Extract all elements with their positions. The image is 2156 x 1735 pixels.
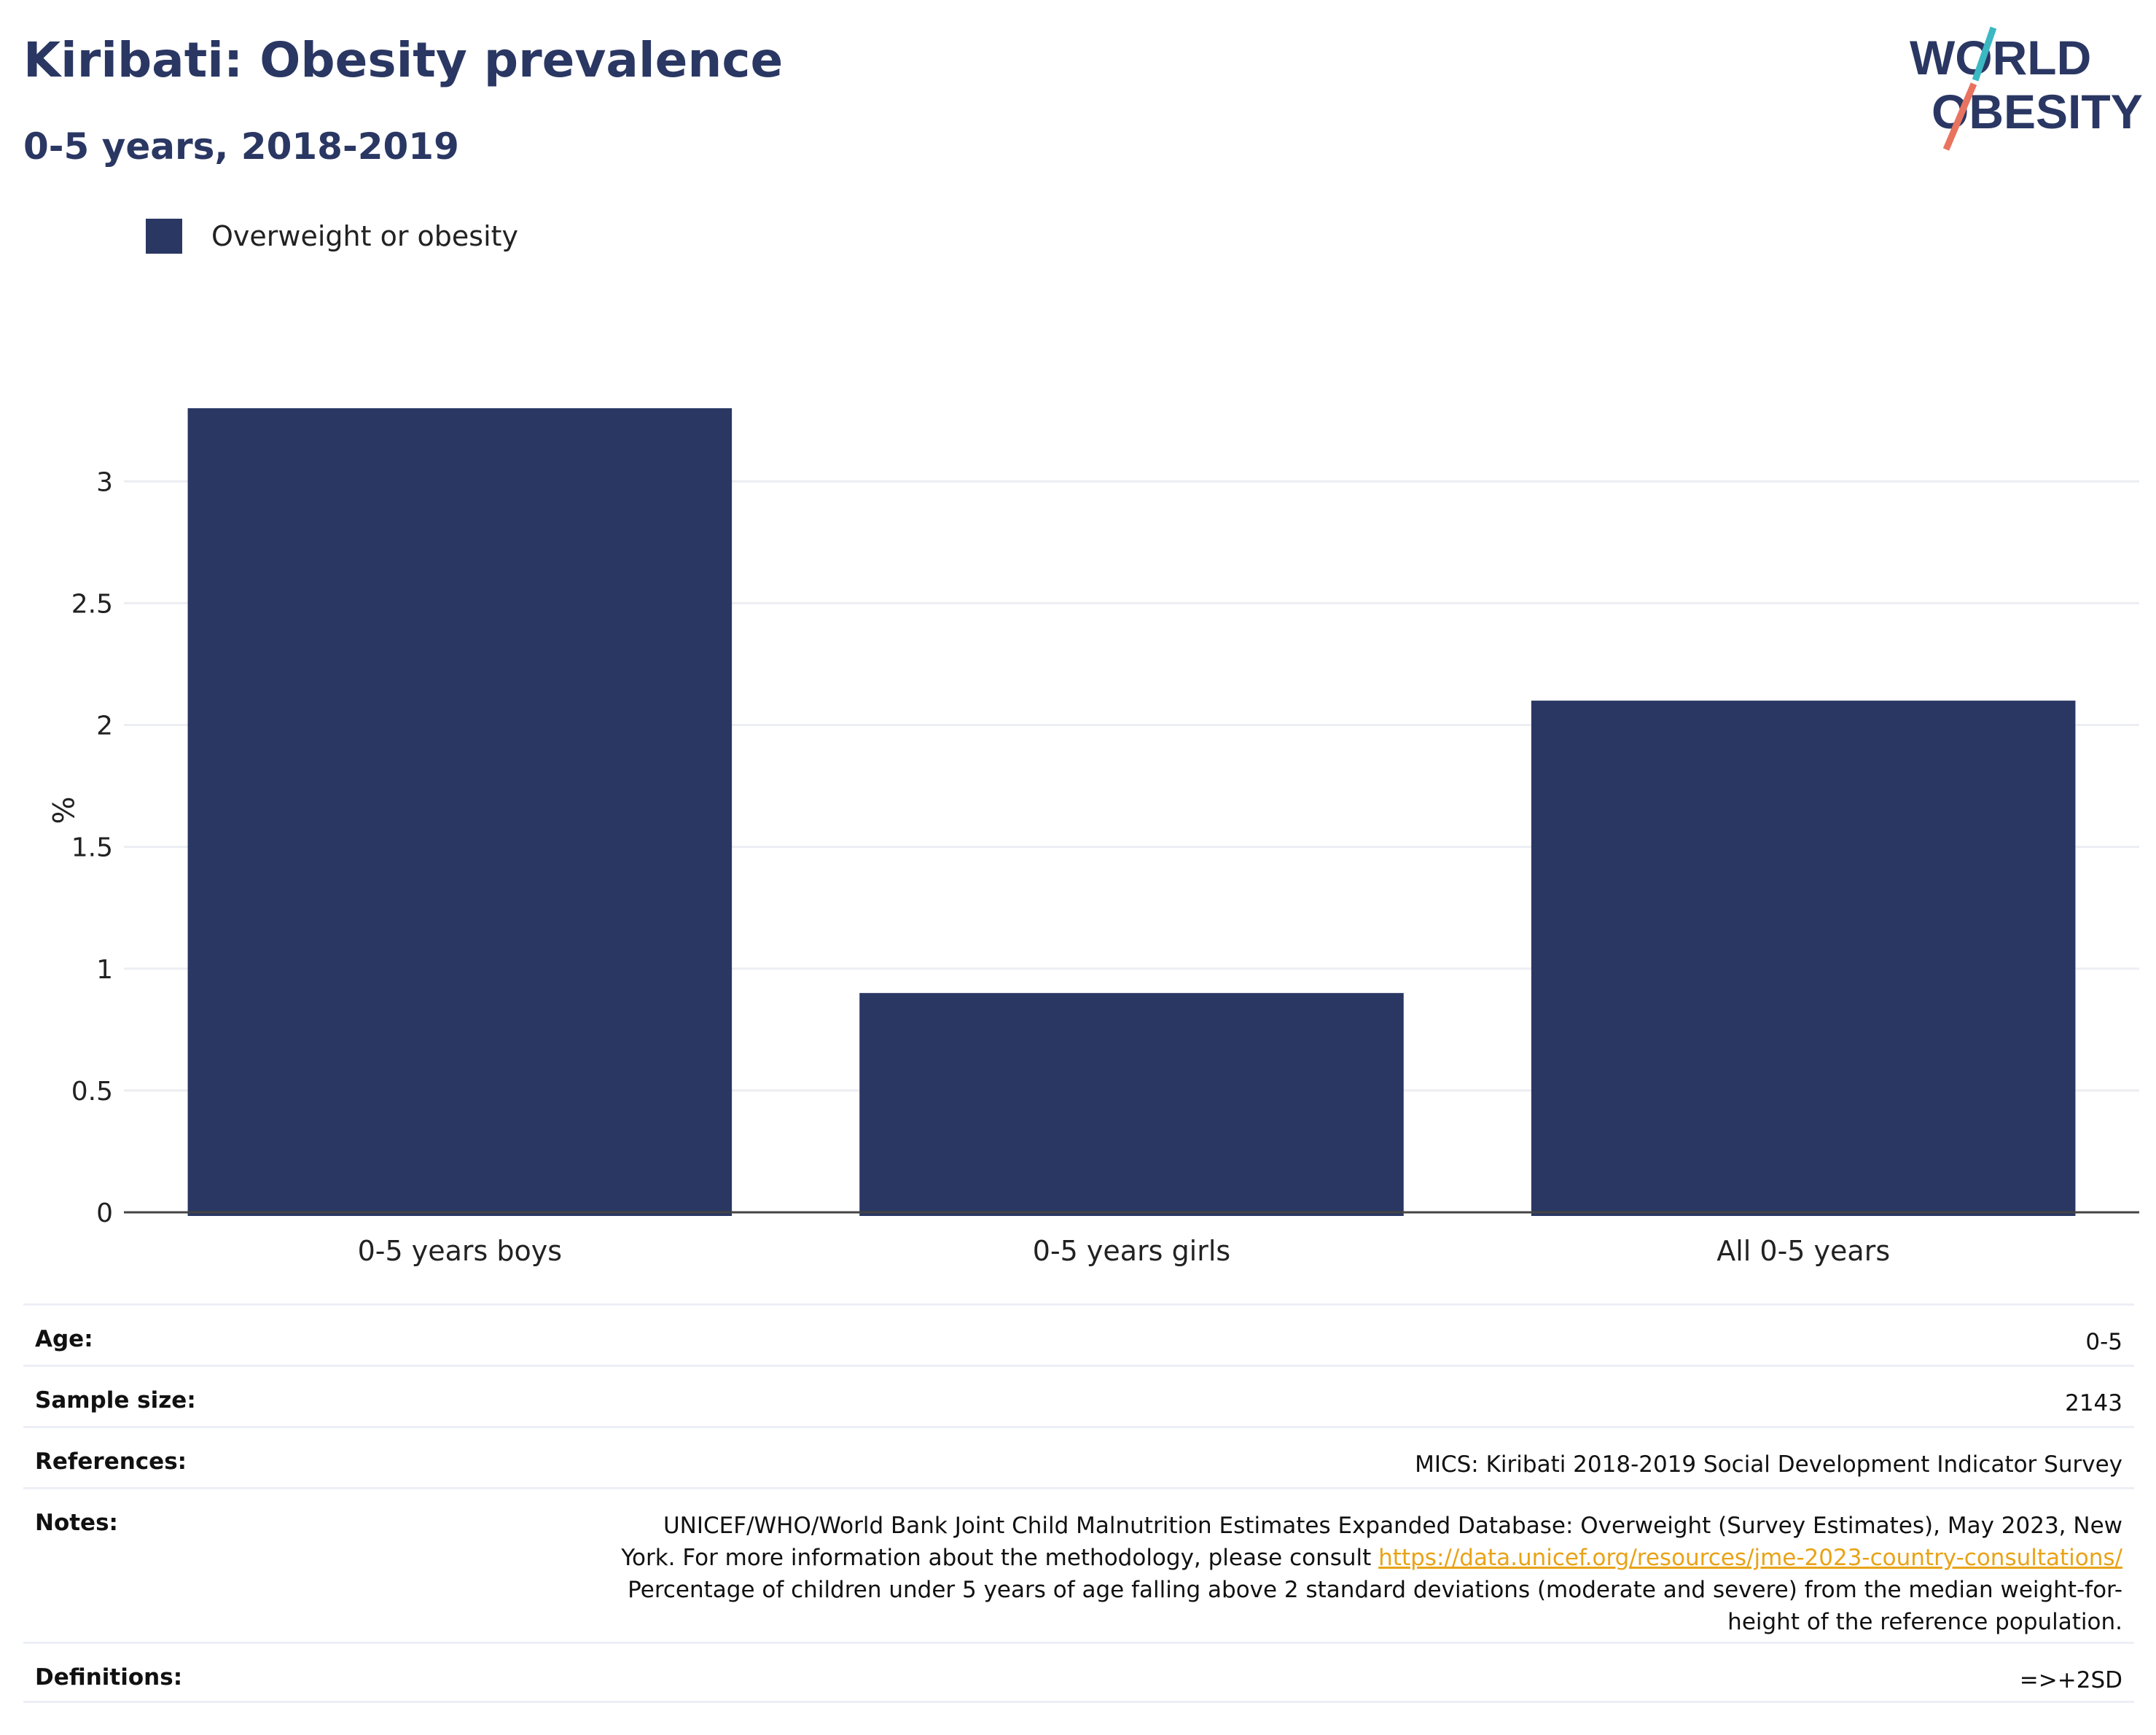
age-label: Age: xyxy=(35,1326,93,1352)
x-tick-label: 0-5 years boys xyxy=(358,1235,562,1267)
y-tick-label: 3 xyxy=(96,467,113,497)
y-tick-label: 1 xyxy=(96,955,113,985)
logo-coral-slash xyxy=(1942,82,1977,151)
bar xyxy=(859,993,1404,1216)
legend-swatch xyxy=(146,219,182,254)
logo-teal-slash xyxy=(1972,26,1997,82)
meta-row-sample-size: Sample size: 2143 xyxy=(23,1365,2134,1426)
y-tick-label: 0 xyxy=(96,1198,113,1228)
meta-row-age: Age: 0-5 xyxy=(23,1303,2134,1365)
definitions-label: Definitions: xyxy=(35,1664,183,1691)
notes-line-2-text: York. For more information about the met… xyxy=(621,1545,1372,1571)
legend-label: Overweight or obesity xyxy=(211,220,519,252)
notes-line-1: UNICEF/WHO/World Bank Joint Child Malnut… xyxy=(663,1513,2122,1539)
references-label: References: xyxy=(35,1449,187,1475)
x-tick-label: All 0-5 years xyxy=(1716,1235,1890,1267)
y-tick-label: 0.5 xyxy=(71,1077,113,1107)
bar xyxy=(1531,701,2076,1216)
notes-line-3: Percentage of children under 5 years of … xyxy=(628,1577,2122,1603)
notes-line-4: height of the reference population. xyxy=(1727,1609,2122,1635)
y-tick-label: 2.5 xyxy=(71,589,113,619)
meta-row-definitions: Definitions: =>+2SD xyxy=(23,1642,2134,1703)
bar xyxy=(187,408,733,1216)
x-tick-label: 0-5 years girls xyxy=(1033,1235,1230,1267)
chart-subtitle: 0-5 years, 2018-2019 xyxy=(23,125,459,168)
notes-line-2: York. For more information about the met… xyxy=(621,1542,2122,1574)
sample-size-value: 2143 xyxy=(2065,1390,2122,1416)
metadata-table: Age: 0-5 Sample size: 2143 References: M… xyxy=(23,1303,2134,1703)
age-value: 0-5 xyxy=(2085,1329,2122,1355)
notes-value: UNICEF/WHO/World Bank Joint Child Malnut… xyxy=(621,1510,2122,1638)
methodology-link[interactable]: https://data.unicef.org/resources/jme-20… xyxy=(1378,1545,2122,1571)
notes-label: Notes: xyxy=(35,1510,118,1536)
y-tick-label: 2 xyxy=(96,711,113,741)
bar-chart: 0 0.5 1 1.5 2 2.5 3 0-5 years boys 0-5 years gir… xyxy=(45,408,2139,1267)
world-obesity-logo: WORLD OBESITY xyxy=(1910,26,2143,151)
logo-line1: WORLD xyxy=(1910,31,2091,85)
chart-title: Kiribati: Obesity prevalence xyxy=(23,32,784,88)
definitions-value: =>+2SD xyxy=(2019,1667,2122,1693)
legend: Overweight or obesity xyxy=(146,219,518,254)
sample-size-label: Sample size: xyxy=(35,1387,196,1414)
meta-row-notes: Notes: UNICEF/WHO/World Bank Joint Child… xyxy=(23,1487,2134,1642)
y-tick-label: 1.5 xyxy=(71,833,113,863)
meta-row-references: References: MICS: Kiribati 2018-2019 Soc… xyxy=(23,1426,2134,1487)
references-value: MICS: Kiribati 2018-2019 Social Developm… xyxy=(1415,1451,2122,1478)
y-axis-label: % xyxy=(45,796,79,824)
